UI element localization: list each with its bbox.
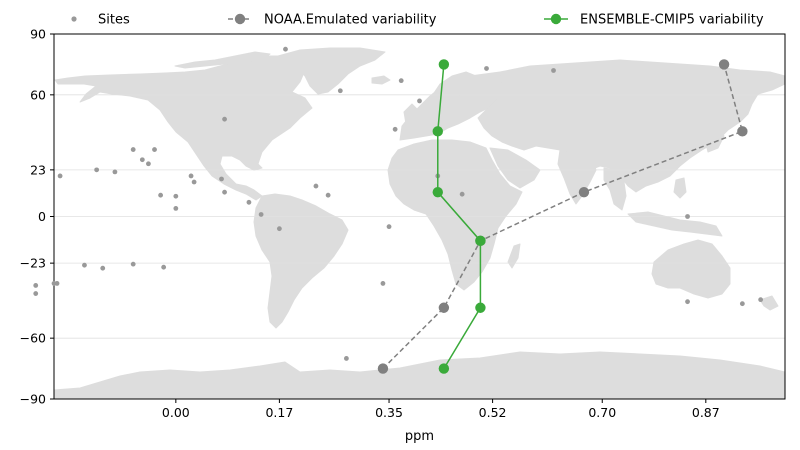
legend: Sites NOAA.Emulated variability ENSEMBLE-C… xyxy=(71,13,764,28)
site-point xyxy=(94,167,100,173)
site-point xyxy=(246,199,252,205)
site-point xyxy=(551,68,556,73)
series-point-2 xyxy=(432,126,443,137)
site-point xyxy=(139,157,145,163)
series-point-1 xyxy=(438,302,450,313)
series-line-1 xyxy=(382,64,744,370)
legend-item-1: NOAA.Emulated variability xyxy=(228,13,437,28)
land-indonesia xyxy=(627,211,723,237)
legend-marker xyxy=(234,13,246,25)
site-point xyxy=(386,224,392,230)
legend-label: Sites xyxy=(98,13,130,28)
x-tick-label-5: 0.87 xyxy=(692,405,720,420)
x-tick-label-4: 0.70 xyxy=(588,405,616,420)
site-point xyxy=(758,297,764,303)
land-arabia xyxy=(489,147,541,189)
legend-marker xyxy=(550,13,562,25)
site-point xyxy=(146,161,151,167)
site-point xyxy=(173,193,179,199)
land-philippines xyxy=(673,177,687,199)
site-point xyxy=(161,264,167,270)
x-tick-label-2: 0.35 xyxy=(375,405,403,420)
site-point xyxy=(158,192,164,198)
y-tick-label-4: −23 xyxy=(20,256,46,271)
site-point xyxy=(685,214,690,219)
site-point xyxy=(222,116,227,122)
site-point xyxy=(258,212,264,217)
site-point xyxy=(417,98,422,104)
series-point-2 xyxy=(438,363,450,374)
y-tick-label-3: 0 xyxy=(38,209,46,224)
site-point xyxy=(54,281,60,286)
series-layer xyxy=(33,46,764,374)
series-point-1 xyxy=(578,186,590,198)
site-point xyxy=(33,283,39,288)
legend-marker xyxy=(71,16,77,22)
legend-item-0: Sites xyxy=(71,13,130,28)
land-antarctica xyxy=(54,351,785,399)
site-point xyxy=(112,169,118,175)
x-tick-label-1: 0.17 xyxy=(265,405,293,420)
land-iceland xyxy=(371,75,391,85)
site-point xyxy=(459,191,465,197)
land-british-isles xyxy=(403,103,419,125)
y-tick-label-6: −90 xyxy=(20,392,46,407)
site-point xyxy=(313,183,319,189)
series-point-2 xyxy=(475,235,486,247)
site-point xyxy=(325,192,331,198)
site-point xyxy=(685,299,690,305)
series-point-1 xyxy=(377,363,389,374)
site-point xyxy=(398,78,404,84)
series-0 xyxy=(33,46,764,361)
series-point-2 xyxy=(438,59,450,70)
y-tick-label-2: 23 xyxy=(30,162,46,177)
site-point xyxy=(337,88,343,94)
series-2 xyxy=(432,59,486,374)
site-point xyxy=(57,173,63,179)
site-point xyxy=(152,147,157,152)
land-greenland xyxy=(277,47,386,95)
site-point xyxy=(191,179,197,185)
land-new-zealand xyxy=(759,295,779,311)
series-line-2 xyxy=(437,64,482,369)
x-axis-title: ppm xyxy=(405,429,434,444)
site-point xyxy=(380,281,386,286)
series-point-1 xyxy=(718,59,730,70)
site-point xyxy=(739,301,745,307)
land-arctic-islands xyxy=(174,51,271,69)
site-point xyxy=(33,291,39,296)
x-tick-label-0: 0.00 xyxy=(162,405,190,420)
site-point xyxy=(392,126,398,132)
grid xyxy=(54,94,785,339)
legend-item-2: ENSEMBLE-CMIP5 variability xyxy=(544,13,764,28)
site-point xyxy=(100,265,106,271)
land-japan xyxy=(705,127,725,153)
site-point xyxy=(276,226,282,232)
land-australia xyxy=(651,239,731,299)
site-point xyxy=(188,173,194,179)
y-tick-label-5: −60 xyxy=(20,331,46,346)
land-scandinavia xyxy=(431,71,477,109)
site-point xyxy=(344,356,349,361)
legend-label: NOAA.Emulated variability xyxy=(264,13,437,28)
site-point xyxy=(82,262,87,268)
y-axis: 90 60 23 0 −23 −60 −90 xyxy=(20,27,54,407)
series-point-1 xyxy=(737,126,748,137)
land-africa xyxy=(387,139,523,291)
y-tick-label-1: 60 xyxy=(30,87,46,102)
site-point xyxy=(484,66,489,71)
legend-label: ENSEMBLE-CMIP5 variability xyxy=(580,13,764,28)
site-point xyxy=(130,261,136,267)
series-point-2 xyxy=(432,186,443,198)
series-point-2 xyxy=(475,302,486,313)
y-tick-label-0: 90 xyxy=(30,27,46,42)
x-tick-label-3: 0.52 xyxy=(479,405,507,420)
site-point xyxy=(283,46,288,52)
site-point xyxy=(130,147,136,152)
site-point xyxy=(219,176,224,182)
x-axis: 0.00 0.17 0.35 0.52 0.70 0.87 xyxy=(162,399,720,420)
site-point xyxy=(222,189,227,195)
site-point xyxy=(173,205,179,211)
